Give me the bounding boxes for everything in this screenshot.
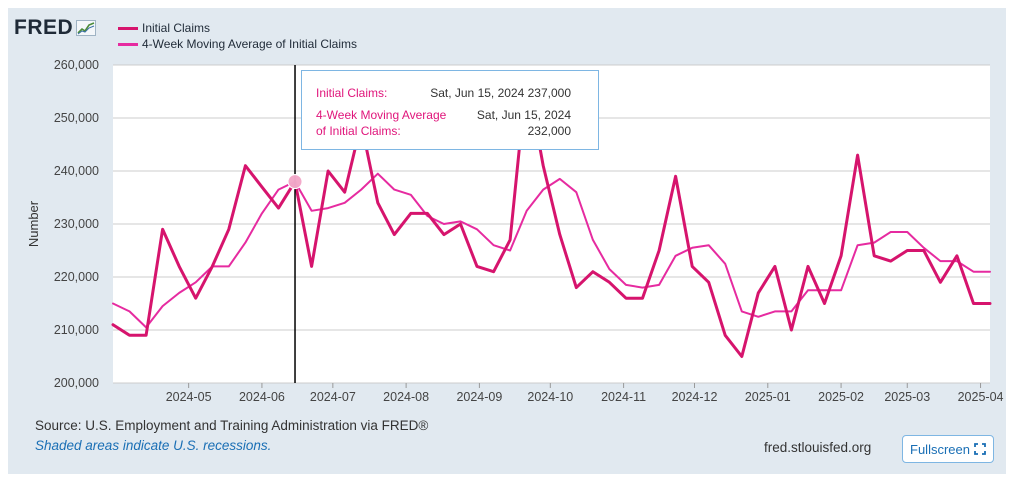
x-tick-label: 2024-07 bbox=[310, 390, 356, 404]
site-link[interactable]: fred.stlouisfed.org bbox=[764, 440, 872, 455]
y-axis-label: Number bbox=[26, 200, 41, 247]
legend-item-initial-claims[interactable]: Initial Claims bbox=[118, 21, 210, 35]
x-tick-label: 2024-06 bbox=[239, 390, 285, 404]
legend-swatch bbox=[118, 42, 138, 46]
recession-note: Shaded areas indicate U.S. recessions. bbox=[35, 438, 272, 453]
tooltip: Initial Claims: Sat, Jun 15, 2024 237,00… bbox=[301, 70, 599, 150]
fullscreen-label: Fullscreen bbox=[910, 441, 970, 457]
tooltip-series1-label: Initial Claims: bbox=[316, 86, 388, 100]
hover-markers bbox=[287, 174, 303, 190]
y-tick-label: 200,000 bbox=[54, 376, 99, 390]
fred-logo[interactable]: FRED bbox=[14, 16, 97, 40]
series-line-initial-claims bbox=[111, 74, 992, 358]
legend-swatch bbox=[118, 26, 138, 30]
source-note: Source: U.S. Employment and Training Adm… bbox=[35, 418, 429, 433]
graph-icon bbox=[76, 20, 97, 36]
legend-label: 4-Week Moving Average of Initial Claims bbox=[142, 37, 357, 51]
x-tick-label: 2024-10 bbox=[527, 390, 573, 404]
expand-icon bbox=[974, 443, 986, 455]
x-axis-ticks: 2024-05 2024-06 2024-07 2024-08 2024-09 2024-… bbox=[166, 383, 1004, 404]
series-lines bbox=[111, 74, 992, 358]
tooltip-series2-value: 232,000 bbox=[527, 124, 571, 138]
x-tick-label: 2024-11 bbox=[601, 390, 646, 404]
x-tick-label: 2024-12 bbox=[672, 390, 718, 404]
x-tick-label: 2025-03 bbox=[884, 390, 930, 404]
x-tick-label: 2025-04 bbox=[958, 390, 1004, 404]
gridlines bbox=[113, 64, 990, 384]
x-tick-label: 2024-08 bbox=[383, 390, 429, 404]
y-tick-label: 240,000 bbox=[54, 164, 99, 178]
y-tick-label: 230,000 bbox=[54, 217, 99, 231]
y-tick-label: 250,000 bbox=[54, 111, 99, 125]
tooltip-series2-label-b: of Initial Claims: bbox=[316, 124, 401, 138]
series-line-moving-average bbox=[112, 172, 991, 329]
x-tick-label: 2024-09 bbox=[456, 390, 502, 404]
y-tick-label: 220,000 bbox=[54, 270, 99, 284]
x-tick-label: 2024-05 bbox=[166, 390, 212, 404]
x-tick-label: 2025-01 bbox=[745, 390, 791, 404]
fullscreen-button[interactable]: Fullscreen bbox=[902, 435, 994, 463]
y-tick-label: 260,000 bbox=[54, 58, 99, 72]
x-tick-label: 2025-02 bbox=[818, 390, 864, 404]
tooltip-series2-label-a: 4-Week Moving Average bbox=[316, 108, 447, 122]
y-axis-ticks: 200,000 210,000 220,000 230,000 240,000 250,0… bbox=[54, 58, 99, 390]
fred-logo-text: FRED bbox=[14, 16, 74, 39]
y-tick-label: 210,000 bbox=[54, 323, 99, 337]
legend-label: Initial Claims bbox=[142, 21, 211, 35]
hover-marker-moving-average bbox=[287, 174, 303, 190]
tooltip-series1-value: Sat, Jun 15, 2024 237,000 bbox=[430, 86, 571, 100]
legend-item-moving-average[interactable]: 4-Week Moving Average of Initial Claims bbox=[118, 37, 357, 51]
tooltip-series2-date: Sat, Jun 15, 2024 bbox=[476, 108, 571, 122]
